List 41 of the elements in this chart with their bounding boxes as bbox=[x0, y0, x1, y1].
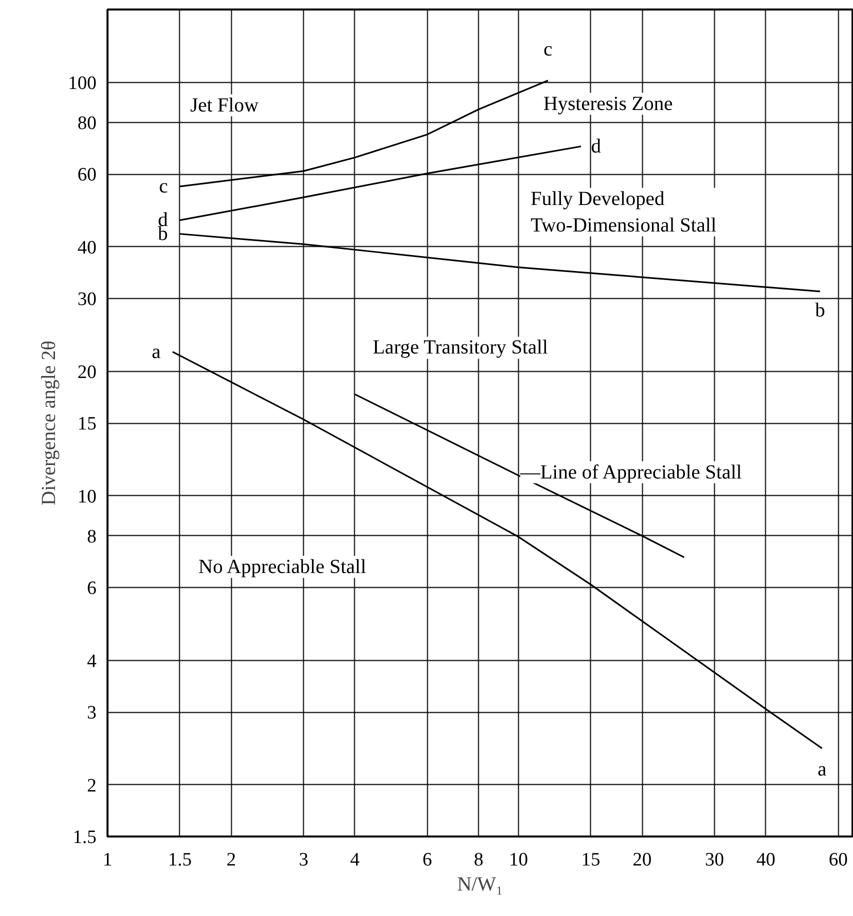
y-tick-label: 2 bbox=[87, 775, 96, 796]
x-tick-label: 60 bbox=[828, 850, 848, 870]
y-tick-label: 10 bbox=[78, 486, 96, 508]
y-tick-label: 40 bbox=[78, 237, 96, 258]
y-tick-label: 20 bbox=[78, 362, 96, 383]
text: a bbox=[152, 340, 161, 363]
annotation: —Line of Appreciable Stall bbox=[519, 461, 742, 484]
x-tick-label: 2 bbox=[226, 850, 236, 870]
y-axis-title: Divergence angle 2θ bbox=[38, 340, 60, 506]
x-tick-label: 3 bbox=[298, 850, 308, 870]
y-tick-label: 100 bbox=[68, 72, 96, 94]
annotation: Jet Flow bbox=[190, 94, 260, 116]
text: c bbox=[544, 38, 552, 61]
series-label: d bbox=[591, 135, 602, 158]
annotation: Hysteresis Zone bbox=[543, 92, 673, 115]
series-label: c bbox=[158, 175, 168, 198]
x-tick-label: 6 bbox=[422, 850, 432, 870]
y-tick-label: 80 bbox=[78, 112, 96, 134]
y-tick-label: 1.5 bbox=[72, 827, 96, 848]
y-tick-label: 3 bbox=[87, 702, 96, 724]
series-label: b bbox=[815, 299, 826, 322]
y-tick-label: 8 bbox=[87, 526, 96, 548]
y-tick-label: 6 bbox=[87, 578, 96, 600]
x-tick-label: 10 bbox=[508, 850, 528, 870]
x-tick-label: 1.5 bbox=[168, 850, 192, 870]
x-tick-label: 30 bbox=[705, 850, 724, 870]
y-tick-label: 60 bbox=[78, 164, 96, 186]
annotation: No Appreciable Stall bbox=[198, 556, 367, 578]
series-label: a bbox=[818, 758, 827, 780]
x-tick-label: 1 bbox=[102, 850, 112, 870]
x-tick-label: 4 bbox=[350, 850, 360, 870]
x-tick-label: 15 bbox=[581, 850, 600, 870]
annotation: Fully Developed Two-Dimensional Stall bbox=[530, 188, 717, 236]
x-axis-title: N/W₁ bbox=[457, 874, 503, 896]
x-tick-label: 40 bbox=[756, 850, 776, 870]
annotation: Large Transitory Stall bbox=[372, 336, 548, 359]
y-tick-label: 15 bbox=[78, 414, 96, 434]
y-tick-label: 4 bbox=[87, 650, 97, 672]
y-tick-label: 30 bbox=[78, 289, 96, 310]
x-tick-label: 8 bbox=[474, 850, 484, 870]
x-tick-label: 20 bbox=[632, 850, 652, 870]
